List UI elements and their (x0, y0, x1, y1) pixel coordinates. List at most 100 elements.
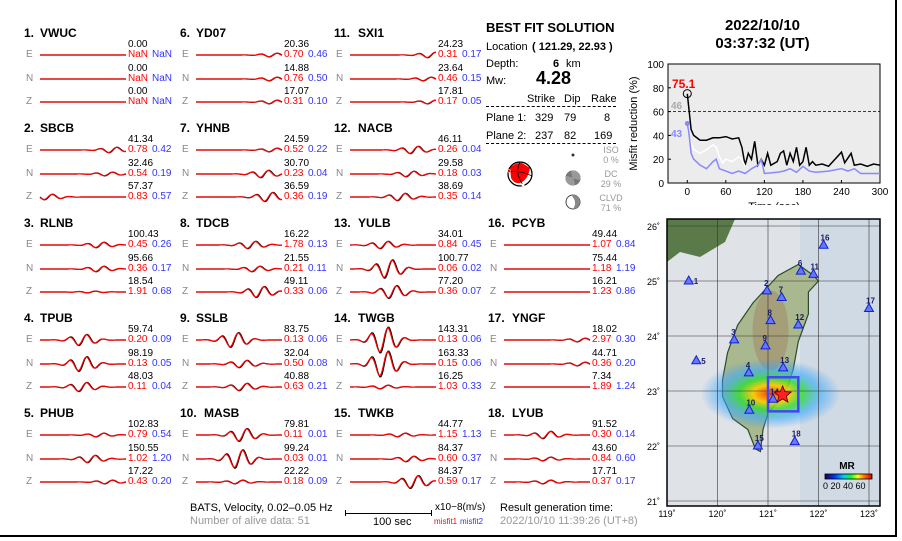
component-label: Z (336, 286, 343, 297)
station-number: 1. (24, 26, 35, 40)
station-name: SXI1 (358, 26, 385, 40)
misfit2-value: 0.68 (152, 286, 172, 297)
station-number: 18. (488, 406, 505, 420)
component-label: E (490, 239, 497, 250)
component-label: E (182, 334, 189, 345)
peak-amplitude: 84.37 (438, 442, 464, 454)
component-label: N (26, 357, 34, 369)
misfit2-value: 0.42 (152, 144, 172, 155)
station-number: 7. (180, 121, 191, 135)
waveform-trace (350, 474, 437, 490)
peak-amplitude: 59.74 (128, 324, 154, 335)
misfit2-value: 0.26 (152, 239, 172, 250)
component-label: N (26, 72, 34, 84)
best-fit-marker (682, 89, 692, 99)
waveform-trace (504, 244, 590, 246)
waveform-trace (350, 170, 437, 177)
component-label: Z (490, 381, 497, 392)
misfit2-value: 0.01 (308, 452, 328, 464)
waveform-trace (350, 76, 437, 81)
waveform-trace (39, 193, 126, 201)
component-label: N (182, 262, 190, 274)
station-label: 17 (866, 297, 875, 306)
peak-amplitude: 98.19 (128, 347, 154, 359)
misfit2-value: 0.11 (308, 262, 327, 274)
x-tick-label: 300 (872, 187, 889, 198)
misfit2-value: 0.15 (462, 72, 482, 84)
waveform-trace (349, 350, 436, 378)
mr-label-43: 43 (671, 129, 683, 140)
peak-amplitude: 44.71 (592, 347, 618, 359)
peak-amplitude: 36.59 (284, 181, 310, 192)
synthetic-waveform (196, 428, 283, 442)
waveform-trace (196, 76, 283, 81)
misfit2-value: 0.04 (152, 381, 172, 392)
misfit1-value: 0.76 (284, 72, 304, 84)
peak-amplitude: 40.88 (284, 371, 310, 382)
station-name: TWKB (358, 406, 394, 420)
peak-amplitude: 0.00 (128, 86, 148, 97)
misfit2-value: 0.17 (462, 476, 482, 487)
misfit1-value: 0.23 (284, 167, 304, 179)
component-label: Z (182, 286, 189, 297)
table-divider (486, 106, 616, 107)
station-name: PHUB (40, 406, 75, 420)
waveform-trace (40, 146, 127, 154)
component-label: N (26, 452, 34, 464)
component-label: E (182, 49, 189, 60)
station-label: 5 (701, 357, 706, 366)
component-label: N (26, 262, 34, 274)
clvd-percent: 71 % (600, 203, 622, 213)
station-number: 6. (180, 26, 191, 40)
longitude-tick-label: 120˚ (708, 509, 726, 519)
misfit2-value: 0.01 (308, 429, 328, 440)
misfit1-value: 1.18 (592, 262, 612, 274)
y-tick-label: 40 (653, 131, 665, 142)
station-number: 5. (24, 406, 35, 420)
longitude-tick-label: 122˚ (809, 509, 827, 519)
synthetic-waveform (504, 361, 591, 366)
misfit1-value: 1.78 (284, 239, 304, 250)
peak-amplitude: 84.37 (438, 466, 464, 477)
station-label: 15 (755, 434, 764, 443)
colorbar-title: MR (839, 461, 855, 472)
peak-amplitude: 99.24 (284, 442, 310, 454)
misfit2-value: 0.86 (616, 286, 636, 297)
waveform-trace (196, 147, 283, 153)
peak-amplitude: 46.11 (438, 134, 463, 145)
peak-amplitude: 23.64 (438, 62, 464, 74)
synthetic-waveform (350, 285, 436, 299)
peak-amplitude: 32.04 (284, 347, 310, 359)
component-label: N (490, 452, 498, 464)
latitude-tick-label: 25˚ (647, 277, 660, 287)
waveform-trace (504, 361, 591, 366)
iso-percent: 0 % (603, 155, 619, 165)
station-name: MASB (204, 406, 240, 420)
component-label: Z (182, 476, 189, 487)
component-label: E (182, 429, 189, 440)
clvd-icon (565, 194, 581, 210)
component-label: E (26, 334, 33, 345)
latitude-tick-label: 23˚ (647, 387, 660, 397)
station-triangle-icon (792, 318, 804, 329)
iso-icon (571, 153, 575, 157)
station-number: 11. (334, 26, 351, 40)
peak-amplitude: 17.81 (438, 86, 464, 97)
synthetic-waveform (196, 52, 283, 58)
table-divider (486, 143, 616, 144)
peak-amplitude: 16.25 (438, 371, 464, 382)
station-number: 4. (24, 311, 35, 325)
best-mr-label: 75.1 (672, 77, 696, 91)
peak-amplitude: 38.69 (438, 181, 464, 192)
central-mountains (752, 290, 789, 371)
waveform-trace (504, 456, 590, 461)
misfit2-value: 0.10 (308, 96, 328, 107)
component-label: Z (26, 286, 33, 297)
waveform-trace (40, 381, 126, 393)
waveform-trace (40, 290, 126, 294)
peak-amplitude: 16.21 (592, 276, 618, 287)
synthetic-waveform (40, 382, 126, 392)
peak-amplitude: 48.03 (128, 371, 154, 382)
station-name: TWGB (358, 311, 395, 325)
